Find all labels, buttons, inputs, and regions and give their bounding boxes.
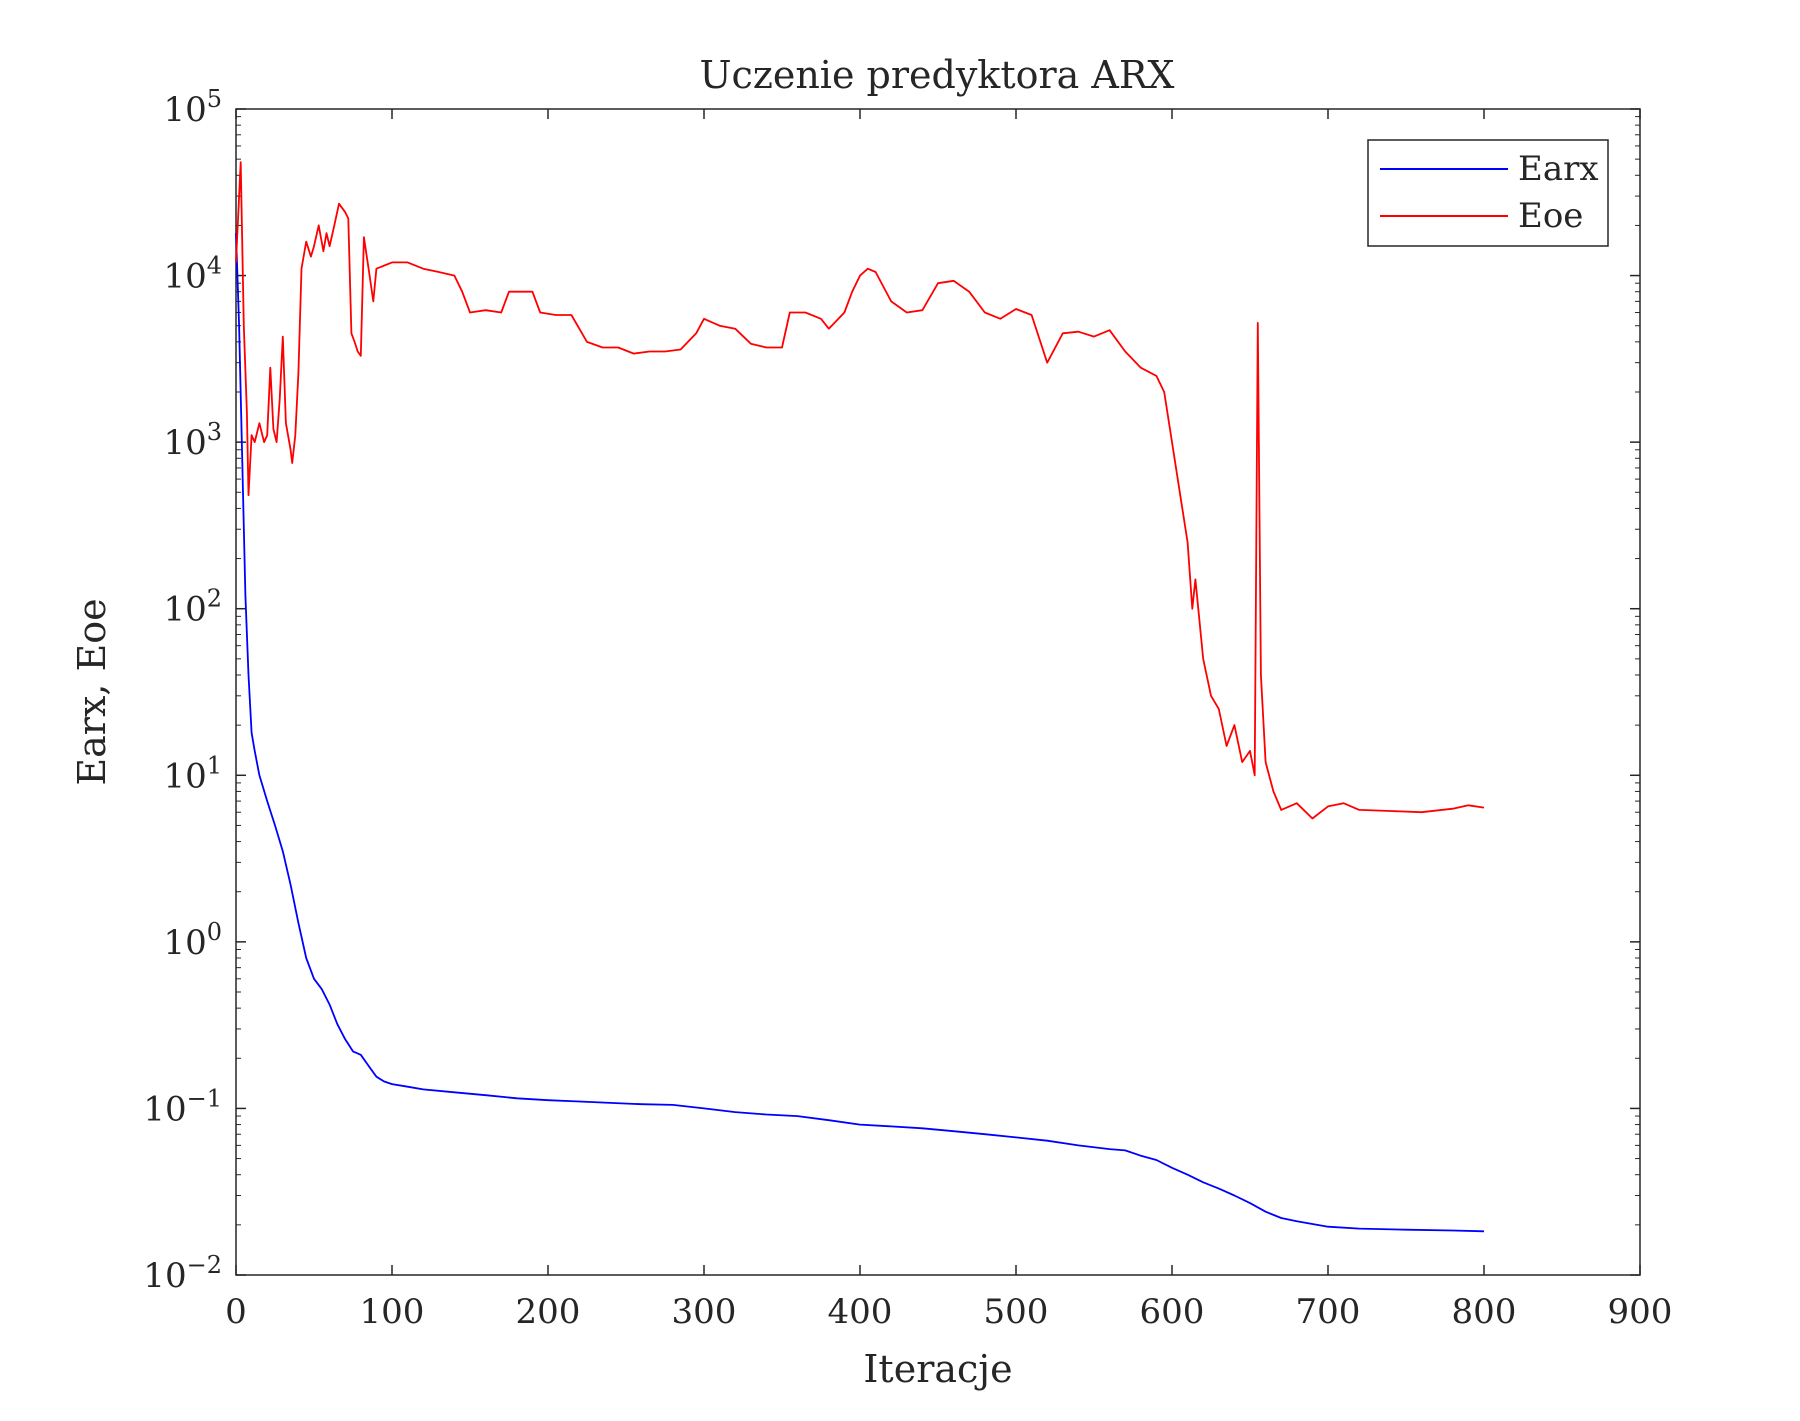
x-tick-label: 0	[225, 1292, 247, 1332]
y-tick-label: 100	[163, 918, 222, 963]
x-axis-tick-labels: 0 100 200 300 400 500 600 700 800 900	[225, 1292, 1672, 1332]
legend-label-eoe: Eoe	[1518, 196, 1583, 236]
x-tick-label: 500	[984, 1292, 1049, 1332]
chart-title: Uczenie predyktora ARX	[700, 53, 1175, 97]
legend: Earx Eoe	[1367, 139, 1609, 247]
x-tick-label: 100	[360, 1292, 425, 1332]
plot-area	[235, 108, 1641, 1276]
y-tick-label: 101	[163, 751, 222, 796]
x-tick-label: 300	[672, 1292, 737, 1332]
y-axis-label: Earx, Eoe	[70, 598, 114, 785]
x-tick-label: 800	[1452, 1292, 1517, 1332]
series-line-eoe	[235, 161, 1485, 820]
x-axis-label: Iteracje	[863, 1347, 1012, 1391]
y-tick-label: 104	[163, 252, 222, 297]
x-tick-label: 400	[828, 1292, 893, 1332]
y-tick-label: 10−2	[143, 1251, 222, 1296]
y-tick-label: 102	[163, 585, 222, 630]
x-tick-label: 200	[516, 1292, 581, 1332]
x-tick-label: 900	[1608, 1292, 1673, 1332]
y-tick-label: 10−1	[143, 1084, 222, 1129]
x-axis-ticks	[235, 109, 1641, 1275]
series-lines	[235, 161, 1485, 1233]
series-line-earx	[235, 233, 1485, 1233]
x-tick-label: 700	[1296, 1292, 1361, 1332]
y-tick-label: 103	[163, 418, 222, 463]
x-tick-label: 600	[1140, 1292, 1205, 1332]
plot-frame	[235, 108, 1641, 1276]
y-axis-ticks	[236, 108, 1640, 1276]
y-axis-tick-labels: 10−2 10−1 100 101 102 103 104 105	[143, 85, 222, 1296]
legend-label-earx: Earx	[1518, 149, 1599, 189]
legend-box	[1367, 139, 1609, 247]
y-tick-label: 105	[163, 85, 222, 130]
